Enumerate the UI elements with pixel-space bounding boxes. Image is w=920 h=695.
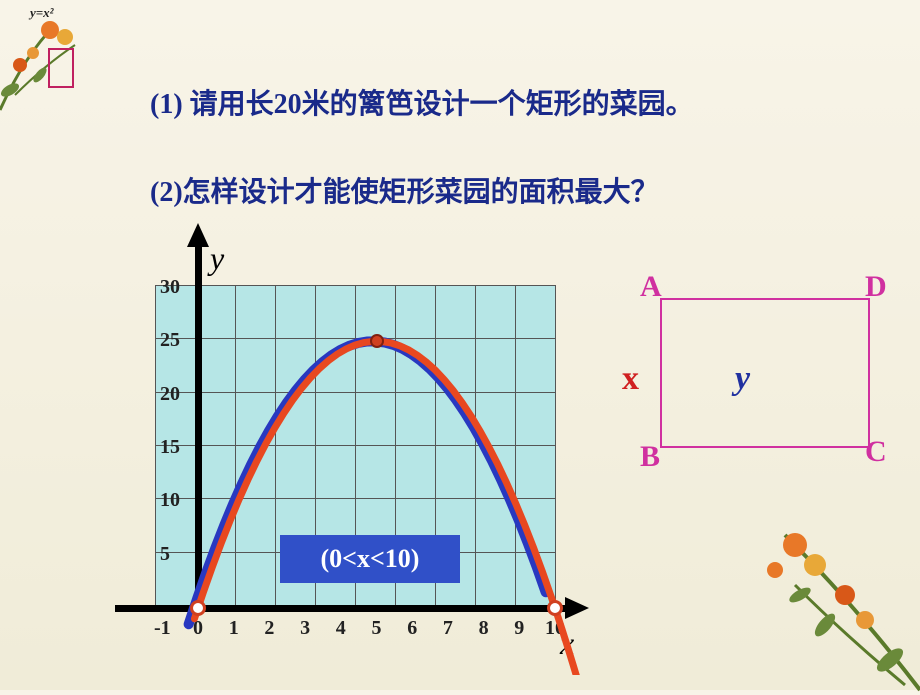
curve-svg: [60, 225, 580, 675]
small-box: [48, 48, 74, 88]
question-2: (2)怎样设计才能使矩形菜园的面积最大？: [150, 170, 659, 210]
question-1: (1) 请用长20米的篱笆设计一个矩形的菜园。: [150, 82, 694, 122]
formula-label: y=x²: [30, 5, 54, 21]
decor-bottom-right: [705, 475, 920, 695]
area-y-label: y: [735, 360, 750, 398]
side-x-label: x: [622, 360, 639, 398]
root-point: [190, 600, 206, 616]
vertex-point: [370, 334, 384, 348]
rectangle-box: [660, 298, 870, 448]
root-point: [547, 600, 563, 616]
vertex-b: B: [640, 440, 660, 474]
domain-box: (0<x<10): [280, 535, 460, 583]
vertex-a: A: [640, 270, 662, 304]
parabola-chart: y x (0<x<10) 51015202530-1012345678910: [60, 225, 580, 675]
rectangle-diagram: A D B C x y: [610, 280, 890, 480]
